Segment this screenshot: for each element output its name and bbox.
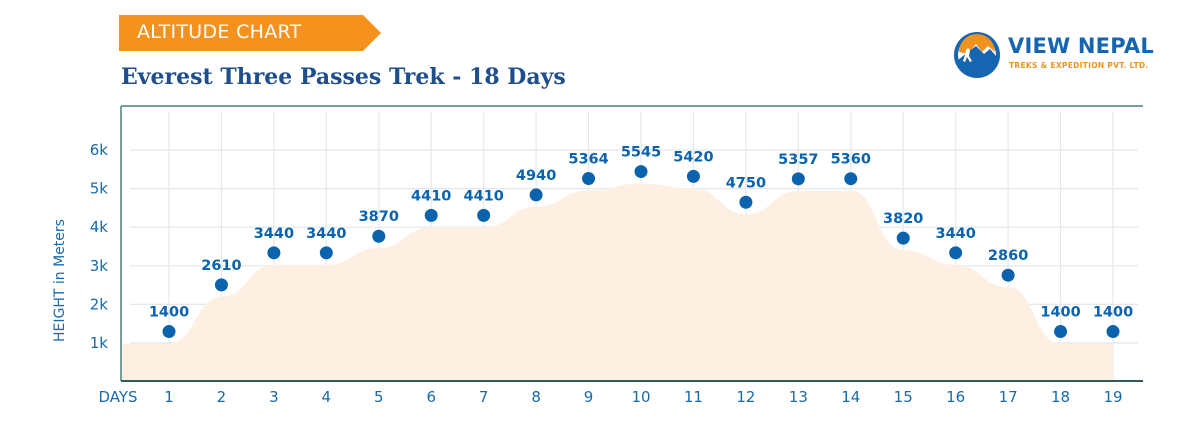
data-label: 4410 <box>463 188 503 204</box>
chart-title: Everest Three Passes Trek - 18 Days <box>121 64 566 90</box>
y-tick-label: 1k <box>90 334 109 352</box>
data-point-marker <box>739 195 753 209</box>
data-label: 3440 <box>935 226 975 242</box>
data-point-marker <box>319 246 333 260</box>
x-tick-label: 10 <box>631 388 650 406</box>
x-tick-label: 2 <box>217 388 227 406</box>
x-tick-label: 19 <box>1103 388 1122 406</box>
x-axis-label: DAYS <box>98 388 137 406</box>
x-tick-label: 3 <box>269 388 279 406</box>
data-label: 3870 <box>359 209 399 225</box>
data-point-marker <box>477 208 491 222</box>
data-point-marker <box>582 172 596 186</box>
x-tick-label: 5 <box>374 388 384 406</box>
data-labels: 1400 2610 3440 3440 3870 4410 4410 4940 5364 5545… <box>149 145 1133 321</box>
x-tick-label: 11 <box>684 388 703 406</box>
data-points <box>162 165 1120 339</box>
x-tick-label: 9 <box>584 388 594 406</box>
data-point-marker <box>214 278 228 292</box>
x-tick-label: 14 <box>841 388 860 406</box>
data-point-marker <box>162 325 176 339</box>
data-point-marker <box>372 229 386 243</box>
data-point-marker <box>844 172 858 186</box>
logo-subtitle: TREKS & EXPEDITION PVT. LTD. <box>1009 61 1149 70</box>
x-tick-label: 7 <box>479 388 489 406</box>
data-label: 2610 <box>201 258 241 274</box>
x-axis-ticks: DAYS 1 2 3 4 5 6 7 8 9 10 11 12 13 14 15 16 17 18 19 <box>98 388 1122 406</box>
company-logo: VIEW NEPAL TREKS & EXPEDITION PVT. LTD. <box>952 30 1154 80</box>
data-point-marker <box>634 165 648 179</box>
data-label: 3440 <box>306 226 346 242</box>
data-point-marker <box>529 188 543 202</box>
data-point-marker <box>1001 268 1015 282</box>
data-point-marker <box>896 231 910 245</box>
data-point-marker <box>1106 325 1120 339</box>
data-point-marker <box>686 169 700 183</box>
data-label: 5364 <box>568 152 608 168</box>
data-label: 3820 <box>883 211 923 227</box>
data-label: 5360 <box>831 152 871 168</box>
y-tick-label: 3k <box>90 257 109 275</box>
data-label: 5357 <box>778 152 818 168</box>
data-point-marker <box>949 246 963 260</box>
badge-label: ALTITUDE CHART <box>137 21 302 43</box>
logo-name: VIEW NEPAL <box>1008 34 1154 58</box>
data-label: 4410 <box>411 188 451 204</box>
x-tick-label: 15 <box>894 388 913 406</box>
x-tick-label: 18 <box>1051 388 1070 406</box>
x-tick-label: 4 <box>322 388 332 406</box>
data-label: 5545 <box>621 145 661 161</box>
x-tick-label: 6 <box>426 388 436 406</box>
data-point-marker <box>424 208 438 222</box>
data-point-marker <box>791 172 805 186</box>
y-tick-label: 4k <box>90 218 109 236</box>
data-point-marker <box>1054 325 1068 339</box>
badge-arrow-shape <box>119 15 381 51</box>
data-point-marker <box>267 246 281 260</box>
altitude-area <box>121 183 1113 381</box>
y-axis-ticks: 1k 2k 3k 4k 5k 6k <box>90 141 109 352</box>
x-tick-label: 8 <box>531 388 541 406</box>
x-tick-label: 17 <box>999 388 1018 406</box>
data-label: 4940 <box>516 168 556 184</box>
data-label: 2860 <box>988 248 1028 264</box>
data-label: 3440 <box>254 226 294 242</box>
data-label: 1400 <box>1040 305 1080 321</box>
x-tick-label: 16 <box>946 388 965 406</box>
x-tick-label: 12 <box>736 388 755 406</box>
data-label: 1400 <box>149 305 189 321</box>
x-tick-label: 1 <box>164 388 174 406</box>
data-label: 1400 <box>1093 305 1133 321</box>
y-tick-label: 6k <box>90 141 109 159</box>
y-tick-label: 2k <box>90 295 109 313</box>
mountain-hiker-icon <box>954 32 1000 78</box>
y-tick-label: 5k <box>90 180 109 198</box>
data-label: 5420 <box>673 149 713 165</box>
x-tick-label: 13 <box>789 388 808 406</box>
data-label: 4750 <box>726 175 766 191</box>
